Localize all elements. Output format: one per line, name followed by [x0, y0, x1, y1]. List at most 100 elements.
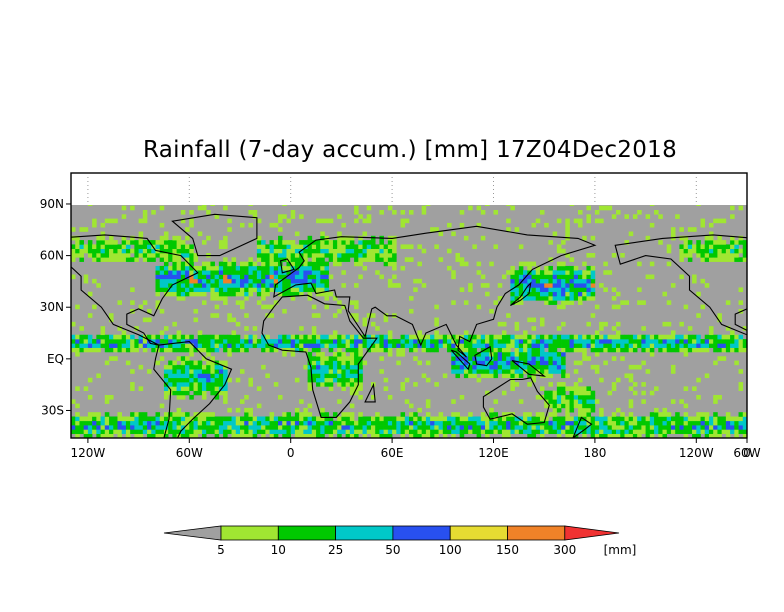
rain-cell — [303, 347, 308, 353]
rain-cell — [569, 274, 575, 280]
rain-cell — [721, 420, 727, 426]
rain-cell — [286, 291, 291, 297]
rain-cell — [227, 270, 232, 275]
rain-cell — [514, 274, 520, 280]
rain-cell — [548, 291, 553, 297]
rain-cell — [616, 407, 621, 413]
rain-cell — [311, 304, 317, 310]
rain-cell — [142, 253, 148, 258]
rain-cell — [349, 373, 355, 379]
rain-cell — [87, 343, 93, 348]
rain-cell — [539, 339, 545, 344]
rain-cell — [320, 231, 325, 237]
rain-cell — [493, 347, 499, 353]
rain-cell — [227, 377, 232, 383]
rain-cell — [337, 261, 342, 267]
rain-cell — [552, 339, 558, 344]
rain-cell — [539, 433, 545, 438]
rain-cell — [311, 326, 317, 331]
rain-cell — [582, 274, 587, 280]
rain-cell — [510, 351, 515, 357]
rain-cell — [134, 248, 139, 254]
rain-cell — [565, 270, 570, 275]
rain-cell — [370, 313, 376, 318]
colorbar-high-triangle — [564, 525, 620, 541]
rain-cell — [628, 334, 634, 340]
rain-cell — [311, 278, 317, 284]
rain-cell — [282, 283, 287, 288]
rain-cell — [611, 343, 617, 348]
rain-cell — [556, 261, 562, 267]
rain-cell — [544, 222, 549, 228]
rain-cell — [455, 334, 460, 340]
rain-cell — [96, 235, 101, 241]
rain-cell — [316, 334, 321, 340]
rain-cell — [240, 261, 245, 267]
rain-cell — [383, 420, 389, 426]
coastline — [261, 294, 378, 418]
rain-cell — [590, 265, 596, 271]
rain-cell — [130, 382, 135, 387]
rain-cell — [434, 416, 439, 422]
rain-cell — [442, 339, 448, 344]
rain-cell — [552, 425, 558, 430]
rain-cell — [506, 313, 511, 318]
rain-cell — [138, 231, 144, 237]
rain-cell — [493, 420, 499, 426]
coastline — [450, 349, 471, 371]
rain-cell — [687, 425, 693, 430]
rain-cell — [290, 240, 296, 245]
rain-cell — [282, 412, 287, 417]
rain-cell — [485, 205, 490, 206]
rain-cell — [261, 240, 266, 245]
rain-cell — [75, 433, 80, 438]
rain-cell — [320, 364, 325, 370]
rain-cell — [679, 248, 684, 254]
rain-cell — [573, 394, 579, 400]
rain-cell — [409, 429, 414, 434]
rain-cell — [337, 240, 342, 245]
rain-cell — [273, 283, 279, 288]
rain-cell — [172, 416, 177, 422]
rain-cell — [104, 257, 110, 262]
rain-cell — [548, 382, 553, 387]
rain-cell — [155, 265, 161, 271]
rain-cell — [180, 278, 186, 284]
rain-cell — [303, 278, 308, 284]
rain-cell — [290, 429, 296, 434]
rain-cell — [700, 425, 706, 430]
rain-cell — [362, 343, 368, 348]
rain-cell — [425, 339, 431, 344]
rain-cell — [248, 339, 253, 344]
rain-cell — [113, 257, 118, 262]
rain-cell — [370, 257, 376, 262]
rain-cell — [552, 283, 558, 288]
rain-cell — [218, 373, 224, 379]
rain-cell — [316, 248, 321, 254]
rain-cell — [125, 425, 131, 430]
rain-cell — [214, 313, 220, 318]
rain-cell — [138, 218, 144, 224]
rain-cell — [510, 360, 515, 366]
rain-cell — [79, 248, 84, 254]
rain-cell — [506, 351, 511, 357]
rain-cell — [501, 369, 507, 374]
rain-cell — [700, 347, 706, 353]
rain-cell — [624, 373, 629, 379]
rain-cell — [121, 240, 127, 245]
rain-cell — [683, 347, 689, 353]
rain-cell — [590, 343, 596, 348]
rain-cell — [193, 390, 199, 396]
rain-cell — [506, 347, 511, 353]
rain-cell — [125, 248, 131, 254]
rain-cell — [286, 257, 291, 262]
rain-cell — [294, 278, 300, 284]
rain-cell — [256, 253, 262, 258]
rain-cell — [176, 330, 182, 336]
rain-cell — [142, 347, 148, 353]
rain-cell — [185, 429, 190, 434]
rain-cell — [535, 287, 541, 293]
rain-cell — [531, 351, 537, 357]
rain-cell — [624, 425, 629, 430]
rain-cell — [92, 278, 97, 284]
